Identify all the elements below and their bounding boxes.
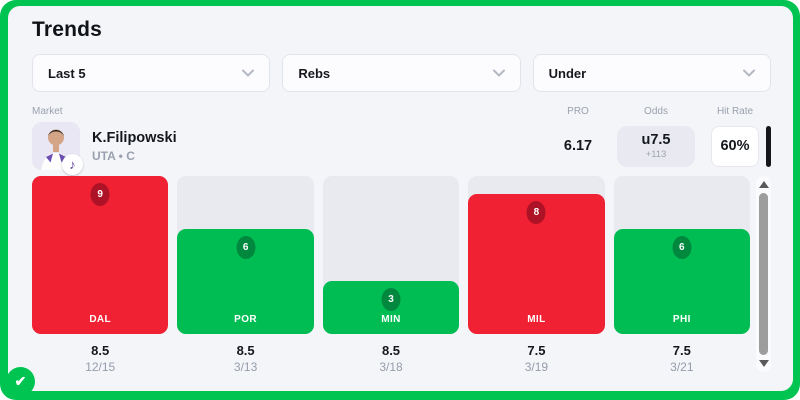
chevron-down-icon <box>492 64 505 82</box>
game-bar-under[interactable]: 6 PHI <box>613 229 751 334</box>
chart-scrollbar[interactable] <box>756 176 771 372</box>
opponent-label: POR <box>234 314 258 325</box>
filter-direction-value: Under <box>548 65 587 81</box>
stat-value-badge: 6 <box>672 236 692 259</box>
bar-chart: 9 DAL 8.5 12/15 6 POR 8.5 3/13 3 MIN 8.5 3/18 8 MIL 7.… <box>32 176 751 374</box>
market-row: ♪ K.Filipowski UTA • C 6.17 u7.5 +113 60… <box>32 122 771 175</box>
filters-row: Last 5 Rebs Under <box>32 54 771 92</box>
betting-line-value: 8.5 <box>236 343 255 358</box>
opponent-label: DAL <box>89 314 112 325</box>
list-scrollbar-thumb[interactable] <box>766 125 771 167</box>
chart-scrollbar-thumb[interactable] <box>759 193 768 355</box>
chart-column: 6 PHI 7.5 3/21 <box>613 176 751 374</box>
odds-button[interactable]: u7.5 +113 <box>617 125 695 167</box>
player-info: K.Filipowski UTA • C <box>92 130 555 163</box>
pro-projection-value: 6.17 <box>563 138 593 154</box>
chart-column: 9 DAL 8.5 12/15 <box>32 176 169 374</box>
pro-column-header: PRO <box>567 106 589 117</box>
verified-check-icon: ✔ <box>6 367 35 396</box>
betting-line-value: 8.5 <box>381 343 401 358</box>
bar-track: 3 MIN <box>322 176 460 334</box>
opponent-label: MIN <box>381 314 401 325</box>
filter-direction-dropdown[interactable]: Under <box>532 54 771 92</box>
stat-value-badge: 9 <box>90 183 110 206</box>
trends-card: Trends Last 5 Rebs Under <box>8 6 793 391</box>
game-bar-over[interactable]: 8 MIL <box>468 194 605 334</box>
scroll-up-icon[interactable] <box>758 181 769 188</box>
chart-column: 8 MIL 7.5 3/19 <box>468 176 605 374</box>
page-title: Trends <box>32 18 103 41</box>
game-bar-over[interactable]: 9 DAL <box>32 176 169 334</box>
scroll-down-icon[interactable] <box>758 360 769 367</box>
stat-value-badge: 6 <box>236 236 256 259</box>
filter-timeframe-value: Last 5 <box>48 65 86 81</box>
betting-line-value: 7.5 <box>527 343 546 358</box>
odds-price-value: +113 <box>645 149 667 160</box>
chart-column: 3 MIN 8.5 3/18 <box>322 176 460 374</box>
hit-rate-value: 60% <box>711 125 759 167</box>
team-logo-icon: ♪ <box>62 154 83 175</box>
filter-stat-value: Rebs <box>298 65 331 81</box>
opponent-label: MIL <box>527 314 546 325</box>
stat-value-badge: 3 <box>381 288 401 311</box>
player-avatar: ♪ <box>32 122 83 175</box>
bar-track: 9 DAL <box>32 176 169 334</box>
game-date: 3/19 <box>524 360 549 374</box>
betting-line-value: 7.5 <box>672 343 691 358</box>
player-name: K.Filipowski <box>92 129 177 146</box>
game-date: 3/18 <box>379 360 403 374</box>
opponent-label: PHI <box>672 314 691 325</box>
odds-line-value: u7.5 <box>641 132 671 148</box>
game-date: 12/15 <box>85 360 116 374</box>
game-date: 3/13 <box>233 360 258 374</box>
bar-track: 6 POR <box>177 176 314 334</box>
odds-column-header: Odds <box>644 106 668 117</box>
game-date: 3/21 <box>670 360 694 374</box>
game-bar-under[interactable]: 3 MIN <box>322 281 460 334</box>
stat-value-badge: 8 <box>526 201 546 224</box>
player-team-position: UTA • C <box>92 148 135 163</box>
filter-stat-dropdown[interactable]: Rebs <box>282 54 521 92</box>
chevron-down-icon <box>742 64 755 82</box>
chart-area: 9 DAL 8.5 12/15 6 POR 8.5 3/13 3 MIN 8.5 3/18 8 MIL 7.… <box>32 176 771 374</box>
table-header-row: Market PRO Odds Hit Rate <box>32 106 771 117</box>
betting-line-value: 8.5 <box>91 343 110 358</box>
market-column-header: Market <box>32 106 63 117</box>
filter-timeframe-dropdown[interactable]: Last 5 <box>32 54 271 92</box>
bar-track: 8 MIL <box>468 176 605 334</box>
bar-track: 6 PHI <box>613 176 751 334</box>
chart-column: 6 POR 8.5 3/13 <box>177 176 314 374</box>
chevron-down-icon <box>242 64 255 82</box>
hit-rate-column-header: Hit Rate <box>716 106 754 117</box>
game-bar-under[interactable]: 6 POR <box>177 229 314 334</box>
